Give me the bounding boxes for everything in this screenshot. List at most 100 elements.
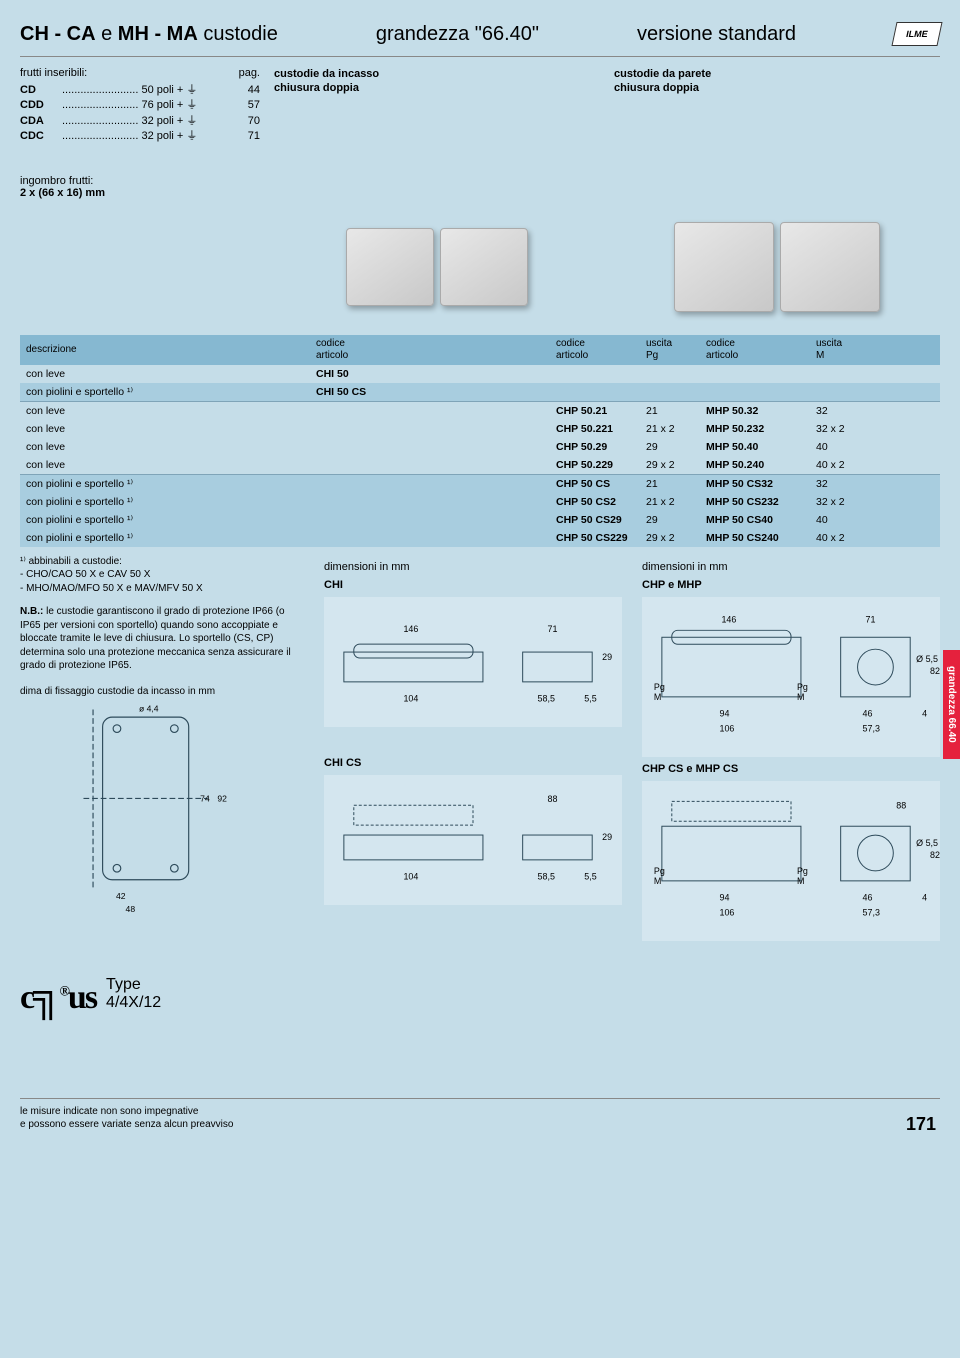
svg-text:42: 42 <box>116 891 126 901</box>
table-row: con piolini e sportello ¹⁾CHP 50 CS221 x… <box>20 493 940 511</box>
ingombro-value: 2 x (66 x 16) mm <box>20 187 105 199</box>
abbinabili-line2: - MHO/MAO/MFO 50 X e MAV/MFV 50 X <box>20 582 300 596</box>
svg-text:M: M <box>654 875 661 885</box>
th-desc: descrizione <box>26 344 316 356</box>
table-row: con piolini e sportello ¹⁾CHI 50 CS <box>20 383 940 401</box>
svg-text:29: 29 <box>602 652 612 662</box>
chpcs-label: CHP CS e MHP CS <box>642 763 940 775</box>
chp-label: CHP e MHP <box>642 579 940 591</box>
svg-text:57,3: 57,3 <box>863 907 880 917</box>
svg-text:Ø 5,5: Ø 5,5 <box>916 838 938 848</box>
frutti-row: CDC......................... 32 poli + ⏚… <box>20 129 260 144</box>
svg-text:58,5: 58,5 <box>538 871 555 881</box>
certification-row: c╗®us Type 4/4X/12 <box>20 971 940 1018</box>
svg-text:46: 46 <box>863 892 873 902</box>
th-code2: codicearticolo <box>556 338 646 362</box>
svg-text:146: 146 <box>403 624 418 634</box>
page-subtitle: grandezza "66.40" <box>376 23 539 46</box>
svg-text:29: 29 <box>602 832 612 842</box>
frutti-row: CDD......................... 76 poli + ⏚… <box>20 98 260 113</box>
ingombro-label: ingombro frutti: <box>20 175 940 187</box>
frutti-heading: frutti inseribili: <box>20 67 87 79</box>
dima-label: dima di fissaggio custodie da incasso in… <box>20 685 300 699</box>
top-section: frutti inseribili: pag. CD..............… <box>20 67 940 145</box>
chics-label: CHI CS <box>324 757 622 769</box>
table-header: descrizione codicearticolo codicearticol… <box>20 335 940 365</box>
ingombro-block: ingombro frutti: 2 x (66 x 16) mm <box>20 175 940 199</box>
product-photo-3 <box>674 222 774 312</box>
svg-text:88: 88 <box>548 794 558 804</box>
disclaimer-1: le misure indicate non sono impegnative <box>20 1105 940 1118</box>
frutti-row: CD......................... 50 poli + ⏚4… <box>20 83 260 98</box>
page-number: 171 <box>906 1114 936 1135</box>
frutti-row: CDA......................... 32 poli + ⏚… <box>20 114 260 129</box>
svg-text:104: 104 <box>403 871 418 881</box>
chp-drawing: 146 71 Pg M Pg M Ø 5,5 82 94 106 46 57,3… <box>642 597 940 757</box>
page-header: CH - CA e MH - MA custodie grandezza "66… <box>20 18 940 57</box>
notes-col: ¹⁾ abbinabili a custodie: - CHO/CAO 50 X… <box>20 555 310 941</box>
product-photo-4 <box>780 222 880 312</box>
frutti-col: frutti inseribili: pag. CD..............… <box>20 67 260 145</box>
parete-line2: chiusura doppia <box>614 81 940 95</box>
abbinabili-head: ¹⁾ abbinabili a custodie: <box>20 555 300 569</box>
table-row: con piolini e sportello ¹⁾CHP 50 CS22929… <box>20 529 940 547</box>
svg-text:58,5: 58,5 <box>538 693 555 703</box>
product-photos-row <box>20 207 940 327</box>
svg-text:Pg: Pg <box>797 865 808 875</box>
dim-in-mm-2: dimensioni in mm <box>642 561 940 573</box>
table-row: con leveCHP 50.2929MHP 50.4040 <box>20 438 940 456</box>
svg-text:5,5: 5,5 <box>584 871 596 881</box>
svg-text:Pg: Pg <box>654 681 665 691</box>
svg-text:M: M <box>797 691 804 701</box>
svg-text:Ø 5,5: Ø 5,5 <box>916 654 938 664</box>
custodie-parete-head: custodie da parete chiusura doppia <box>614 67 940 145</box>
dimension-drawings: dimensioni in mm CHI 146 71 104 58,5 5,5… <box>324 555 940 941</box>
svg-text:94: 94 <box>719 708 729 718</box>
cert-type: Type 4/4X/12 <box>106 976 161 1012</box>
th-out2: uscitaPg <box>646 338 706 362</box>
th-code1: codicearticolo <box>316 338 556 362</box>
svg-text:4: 4 <box>922 708 927 718</box>
frutti-page-label: pag. <box>239 67 260 79</box>
chics-drawing: 88 104 58,5 5,5 29 <box>324 775 622 905</box>
incasso-line2: chiusura doppia <box>274 81 600 95</box>
chi-label: CHI <box>324 579 622 591</box>
parete-line1: custodie da parete <box>614 67 940 81</box>
nb-label: N.B.: <box>20 606 43 617</box>
svg-text:57,3: 57,3 <box>863 723 880 733</box>
svg-text:106: 106 <box>719 723 734 733</box>
svg-text:M: M <box>797 875 804 885</box>
svg-text:88: 88 <box>896 800 906 810</box>
footer: le misure indicate non sono impegnative … <box>20 1098 940 1131</box>
svg-text:Pg: Pg <box>654 865 665 875</box>
ul-mark: c╗®us <box>20 971 96 1018</box>
custodie-incasso-head: custodie da incasso chiusura doppia <box>274 67 600 145</box>
table-row: con leveCHI 50 <box>20 365 940 383</box>
svg-text:94: 94 <box>719 892 729 902</box>
product-photo-1 <box>346 228 434 306</box>
svg-text:ø 4,4: ø 4,4 <box>139 703 159 713</box>
title-suffix: custodie <box>203 23 278 45</box>
side-tab: grandezza 66.40 <box>943 650 960 759</box>
bottom-grid: ¹⁾ abbinabili a custodie: - CHO/CAO 50 X… <box>20 555 940 941</box>
dim-in-mm-1: dimensioni in mm <box>324 561 622 573</box>
page-title: CH - CA e MH - MA custodie <box>20 23 278 46</box>
incasso-line1: custodie da incasso <box>274 67 600 81</box>
svg-text:146: 146 <box>721 614 736 624</box>
svg-text:48: 48 <box>126 904 136 914</box>
brand-logo: ILME <box>891 22 942 46</box>
svg-text:92: 92 <box>217 793 227 803</box>
table-row: con piolini e sportello ¹⁾CHP 50 CS2929M… <box>20 511 940 529</box>
svg-text:106: 106 <box>719 907 734 917</box>
svg-text:71: 71 <box>548 624 558 634</box>
table-row: con leveCHP 50.22121 x 2MHP 50.23232 x 2 <box>20 420 940 438</box>
svg-text:82: 82 <box>930 850 940 860</box>
svg-text:82: 82 <box>930 666 940 676</box>
svg-text:46: 46 <box>863 708 873 718</box>
nb-text: le custodie garantiscono il grado di pro… <box>20 606 291 671</box>
svg-text:71: 71 <box>866 614 876 624</box>
table-row: con leveCHP 50.22929 x 2MHP 50.24040 x 2 <box>20 456 940 474</box>
svg-text:74: 74 <box>200 793 210 803</box>
svg-text:5,5: 5,5 <box>584 693 596 703</box>
page-version: versione standard <box>637 23 796 46</box>
